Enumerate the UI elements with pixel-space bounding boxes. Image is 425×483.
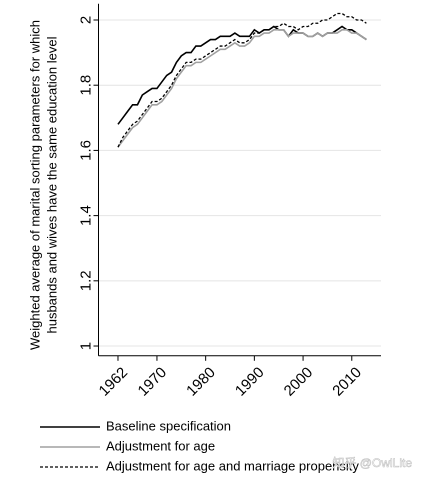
line-series	[117, 25, 367, 125]
x-tick-label: 1980	[183, 364, 219, 400]
y-tick-label: 1.6	[77, 140, 94, 161]
legend-label: Adjustment for age	[106, 438, 215, 453]
x-tick-label: 1962	[96, 364, 132, 400]
x-tick-label: 1990	[232, 364, 268, 400]
y-axis-label: husbands and wives have the same educati…	[44, 36, 59, 333]
x-tick-label: 2000	[281, 364, 317, 400]
line-series	[117, 12, 367, 148]
y-axis-label: Weighted average of marital sorting para…	[27, 20, 42, 350]
x-tick-label: 1970	[135, 364, 171, 400]
legend-label: Adjustment for age and marriage propensi…	[106, 458, 359, 473]
y-tick-label: 1.8	[77, 75, 94, 96]
y-tick-label: 1.4	[77, 205, 94, 226]
x-tick-label: 2010	[329, 364, 365, 400]
y-tick-label: 1.2	[77, 270, 94, 291]
y-tick-label: 2	[77, 16, 94, 24]
y-tick-label: 1	[77, 342, 94, 350]
line-series	[117, 28, 367, 148]
legend-label: Baseline specification	[106, 418, 231, 433]
watermark: 知乎 @OwlLite	[332, 456, 412, 470]
